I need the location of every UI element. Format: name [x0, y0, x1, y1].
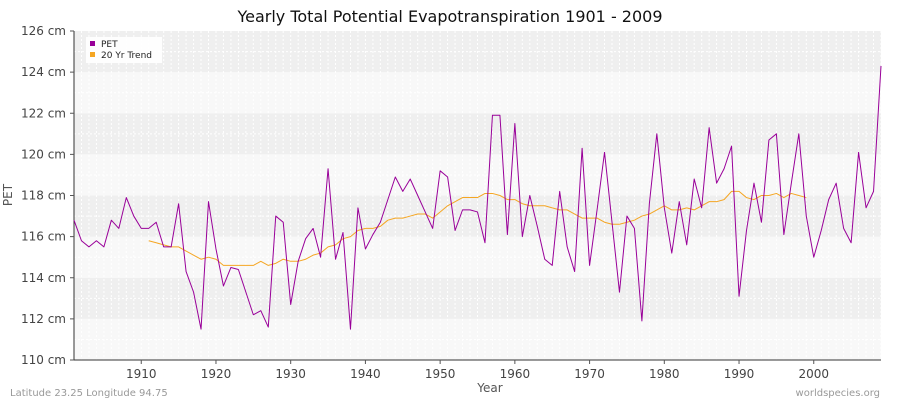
x-tick-label: 1990 [724, 367, 755, 381]
gridlines [73, 31, 882, 360]
x-tick-label: 1960 [500, 367, 531, 381]
x-axis-title: Year [476, 381, 502, 395]
y-tick-label: 110 cm [21, 353, 66, 367]
x-tick-label: 2000 [798, 367, 829, 381]
trend-series-line [148, 190, 807, 266]
x-tick-label: 1970 [574, 367, 605, 381]
x-tick-label: 1980 [649, 367, 680, 381]
series-layer [73, 65, 882, 330]
legend-label-trend: 20 Yr Trend [101, 51, 152, 61]
x-tick-label: 1920 [201, 367, 232, 381]
pet-series-line [73, 65, 882, 330]
chart-title: Yearly Total Potential Evapotranspiratio… [236, 7, 662, 26]
x-tick-label: 1940 [350, 367, 381, 381]
tick-labels: 110 cm 112 cm 114 cm 116 cm 118 cm 120 cm 122 … [21, 24, 829, 381]
y-tick-label: 118 cm [21, 189, 66, 203]
y-tick-label: 126 cm [21, 24, 66, 38]
y-tick-label: 124 cm [21, 65, 66, 79]
y-axis-title: PET [1, 183, 15, 206]
legend-swatch-trend [90, 52, 95, 57]
y-tick-label: 120 cm [21, 147, 66, 161]
x-tick-label: 1910 [126, 367, 157, 381]
y-tick-label: 116 cm [21, 230, 66, 244]
footer-source: worldspecies.org [796, 388, 880, 399]
footer-location: Latitude 23.25 Longitude 94.75 [10, 388, 168, 399]
legend-swatch-pet [90, 41, 95, 46]
x-tick-label: 1930 [275, 367, 306, 381]
legend-label-pet: PET [101, 40, 118, 50]
x-tick-label: 1950 [425, 367, 456, 381]
legend-box [86, 37, 162, 63]
y-tick-label: 122 cm [21, 106, 66, 120]
y-tick-label: 112 cm [21, 312, 66, 326]
y-tick-label: 114 cm [21, 271, 66, 285]
legend: PET 20 Yr Trend [86, 37, 162, 63]
